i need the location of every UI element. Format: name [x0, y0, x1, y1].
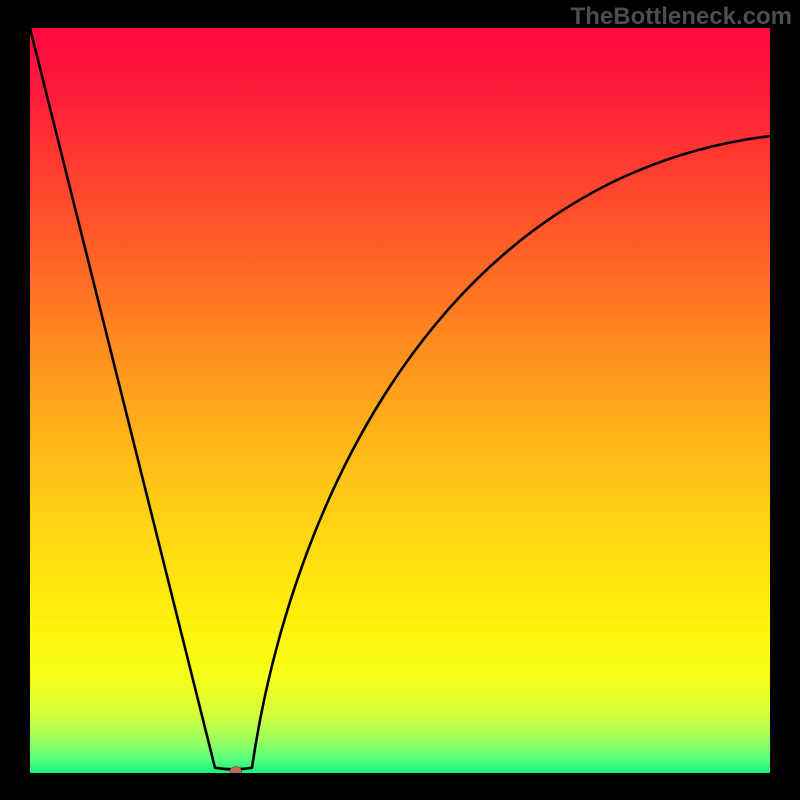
bottleneck-curve	[30, 28, 770, 769]
plot-area	[30, 28, 770, 773]
curve-overlay	[30, 28, 770, 773]
chart-container: TheBottleneck.com	[0, 0, 800, 800]
watermark-text: TheBottleneck.com	[571, 3, 792, 31]
minimum-marker	[230, 767, 242, 773]
